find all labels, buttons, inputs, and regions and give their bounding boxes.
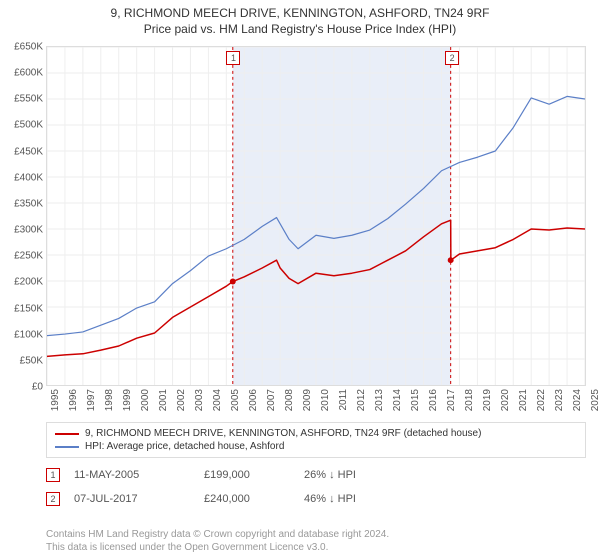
y-axis-label: £350K bbox=[14, 198, 43, 209]
sale-row: 1 11-MAY-2005£199,00026% ↓ HPI bbox=[46, 468, 586, 482]
x-axis-label: 2023 bbox=[554, 389, 565, 411]
sale-diff: 46% ↓ HPI bbox=[304, 493, 424, 505]
y-axis-label: £600K bbox=[14, 68, 43, 79]
y-axis-label: £150K bbox=[14, 303, 43, 314]
y-axis-label: £300K bbox=[14, 225, 43, 236]
x-axis-label: 2007 bbox=[266, 389, 277, 411]
x-axis-label: 2005 bbox=[230, 389, 241, 411]
x-axis-label: 2019 bbox=[482, 389, 493, 411]
sale-diff: 26% ↓ HPI bbox=[304, 469, 424, 481]
legend-item: HPI: Average price, detached house, Ashf… bbox=[55, 440, 577, 453]
sale-price: £199,000 bbox=[204, 469, 304, 481]
footer-line-2: This data is licensed under the Open Gov… bbox=[46, 541, 586, 554]
sale-marker: 1 bbox=[46, 468, 60, 482]
x-axis-label: 2014 bbox=[392, 389, 403, 411]
x-axis-label: 2025 bbox=[590, 389, 600, 411]
chart-container: 9, RICHMOND MEECH DRIVE, KENNINGTON, ASH… bbox=[0, 0, 600, 560]
legend-swatch bbox=[55, 446, 79, 448]
x-axis-label: 2003 bbox=[194, 389, 205, 411]
x-axis-label: 2011 bbox=[338, 389, 349, 411]
sale-price: £240,000 bbox=[204, 493, 304, 505]
x-axis-label: 2002 bbox=[176, 389, 187, 411]
chart-subtitle: Price paid vs. HM Land Registry's House … bbox=[0, 22, 600, 38]
x-axis-label: 2015 bbox=[410, 389, 421, 411]
y-axis-label: £50K bbox=[20, 355, 43, 366]
x-axis-label: 2009 bbox=[302, 389, 313, 411]
sale-date: 11-MAY-2005 bbox=[74, 469, 204, 481]
x-axis-label: 2018 bbox=[464, 389, 475, 411]
y-axis-label: £200K bbox=[14, 277, 43, 288]
event-marker-2: 2 bbox=[445, 51, 459, 65]
x-axis-label: 2022 bbox=[536, 389, 547, 411]
y-axis-label: £400K bbox=[14, 172, 43, 183]
y-axis-label: £250K bbox=[14, 251, 43, 262]
footer: Contains HM Land Registry data © Crown c… bbox=[46, 528, 586, 554]
x-axis-label: 2020 bbox=[500, 389, 511, 411]
y-axis-label: £500K bbox=[14, 120, 43, 131]
legend-label: 9, RICHMOND MEECH DRIVE, KENNINGTON, ASH… bbox=[85, 428, 481, 439]
legend-box: 9, RICHMOND MEECH DRIVE, KENNINGTON, ASH… bbox=[46, 422, 586, 458]
legend-item: 9, RICHMOND MEECH DRIVE, KENNINGTON, ASH… bbox=[55, 427, 577, 440]
x-axis-label: 1996 bbox=[68, 389, 79, 411]
x-axis-label: 2006 bbox=[248, 389, 259, 411]
x-axis-label: 2013 bbox=[374, 389, 385, 411]
plot-area: £0£50K£100K£150K£200K£250K£300K£350K£400… bbox=[46, 46, 586, 386]
y-axis-label: £450K bbox=[14, 146, 43, 157]
x-axis-label: 2021 bbox=[518, 389, 529, 411]
legend-label: HPI: Average price, detached house, Ashf… bbox=[85, 441, 284, 452]
x-axis-label: 2001 bbox=[158, 389, 169, 411]
y-axis-label: £0 bbox=[32, 382, 43, 393]
y-axis-label: £550K bbox=[14, 94, 43, 105]
x-axis-label: 2008 bbox=[284, 389, 295, 411]
legend-swatch bbox=[55, 433, 79, 435]
x-axis-label: 1998 bbox=[104, 389, 115, 411]
y-axis-label: £100K bbox=[14, 329, 43, 340]
x-axis-label: 2016 bbox=[428, 389, 439, 411]
chart-title: 9, RICHMOND MEECH DRIVE, KENNINGTON, ASH… bbox=[0, 0, 600, 22]
x-axis-label: 1997 bbox=[86, 389, 97, 411]
event-marker-1: 1 bbox=[226, 51, 240, 65]
x-axis-label: 1995 bbox=[50, 389, 61, 411]
x-axis-label: 2024 bbox=[572, 389, 583, 411]
x-axis-label: 1999 bbox=[122, 389, 133, 411]
sale-marker: 2 bbox=[46, 492, 60, 506]
sale-row: 2 07-JUL-2017£240,00046% ↓ HPI bbox=[46, 492, 586, 506]
sale-date: 07-JUL-2017 bbox=[74, 493, 204, 505]
x-axis-label: 2004 bbox=[212, 389, 223, 411]
plot-svg bbox=[47, 47, 585, 385]
x-axis-label: 2010 bbox=[320, 389, 331, 411]
x-axis-label: 2012 bbox=[356, 389, 367, 411]
y-axis-label: £650K bbox=[14, 42, 43, 53]
footer-line-1: Contains HM Land Registry data © Crown c… bbox=[46, 528, 586, 541]
x-axis-label: 2000 bbox=[140, 389, 151, 411]
x-axis-label: 2017 bbox=[446, 389, 457, 411]
